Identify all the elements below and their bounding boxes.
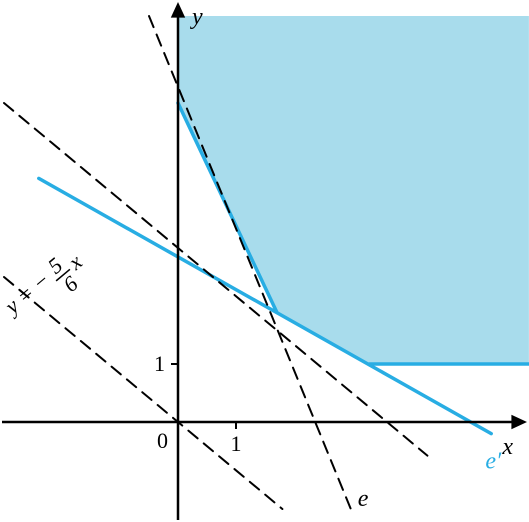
x-tick-label: 1	[231, 431, 242, 456]
y-axis-label: y	[190, 4, 203, 30]
x-axis-arrow	[511, 415, 527, 429]
inequality-region-chart: e′ e 1 1 0 x y y = −56x	[0, 0, 529, 522]
line-label-e_prime: e′	[485, 448, 502, 474]
equation-label: y = −56x	[0, 241, 96, 336]
y-tick-label: 1	[154, 351, 165, 376]
y-axis-arrow	[171, 2, 185, 18]
x-axis-label: x	[501, 434, 513, 460]
line-dashed_through_origin	[4, 277, 282, 509]
origin-label: 0	[157, 428, 168, 453]
svg-text:y = −: y = −	[0, 267, 55, 320]
feasible-region	[178, 16, 529, 364]
line-label-e_dashed: e	[358, 486, 369, 512]
